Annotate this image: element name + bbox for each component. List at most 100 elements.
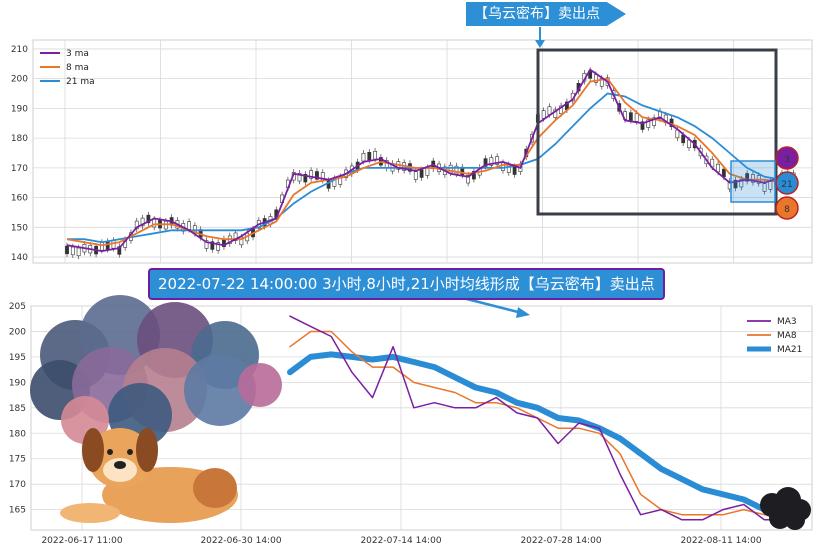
candle-body (646, 119, 651, 128)
bottom-y-tick-label: 200 (9, 327, 26, 337)
top-y-tick-label: 140 (11, 253, 28, 263)
top-y-tick-label: 210 (11, 45, 28, 55)
small-cloud-puff (769, 507, 791, 529)
bottom-y-tick-label: 190 (9, 378, 26, 388)
candle-body (547, 106, 552, 115)
candle-body (501, 162, 505, 171)
candle-body (739, 178, 744, 188)
dog-muzzle (103, 458, 137, 482)
candle-body (751, 174, 755, 183)
dog-ear-right (136, 428, 158, 472)
top-y-tick-label: 200 (11, 75, 28, 85)
candle-body (140, 217, 145, 227)
bottom-x-tick-label: 2022-06-17 11:00 (41, 536, 122, 546)
bottom-y-tick-label: 180 (9, 429, 26, 439)
candle-body (652, 117, 657, 126)
top-y-tick-label: 160 (11, 194, 28, 204)
candle-body (373, 151, 377, 160)
top-y-tick-label: 150 (11, 223, 28, 233)
candle-body (489, 157, 494, 166)
candle-body (146, 214, 151, 224)
candle-body (634, 113, 639, 122)
bottom-y-tick-label: 185 (9, 404, 26, 414)
dog-ear-left (82, 428, 104, 472)
bottom-y-tick-label: 165 (9, 506, 26, 516)
signal-window-box (536, 48, 778, 216)
candle-body (309, 170, 314, 179)
badge-ma3 (775, 146, 799, 170)
candle-body (559, 105, 564, 114)
signal-arrow-head (535, 40, 545, 48)
top-plot-frame (32, 39, 813, 264)
dog-eye-right (127, 449, 133, 455)
signal-arrow2-head (516, 307, 530, 318)
badge-label-ma3: 3 (784, 155, 790, 165)
small-cloud-illustration (760, 487, 811, 530)
candle-body (204, 240, 209, 249)
candle-body (105, 241, 110, 250)
cloud-puff (184, 354, 256, 426)
top-y-tick-label: 190 (11, 104, 28, 114)
candle-body (361, 152, 366, 162)
candle-body (553, 109, 558, 118)
bottom-legend-label: MA8 (777, 331, 797, 341)
sell-signal-banner: 【乌云密布】卖出点 (466, 2, 626, 26)
top-y-tick-label: 180 (11, 134, 28, 144)
top-y-tick-label: 170 (11, 164, 28, 174)
candle-body (733, 179, 738, 189)
candle-body (117, 246, 122, 255)
candle-body (65, 245, 69, 255)
bottom-x-tick-label: 2022-06-30 14:00 (200, 536, 281, 546)
dog-paws (60, 503, 120, 523)
candle-body (99, 242, 104, 251)
bottom-y-tick-label: 205 (9, 302, 26, 312)
bottom-y-tick-label: 170 (9, 480, 26, 490)
dog-nose (114, 461, 126, 469)
dog-eye-left (107, 449, 113, 455)
signal-zone-box (730, 160, 776, 203)
bottom-y-tick-label: 195 (9, 353, 26, 363)
candle-body (187, 221, 191, 230)
candle-body (315, 171, 319, 180)
signal-description-banner: 2022-07-22 14:00:00 3小时,8小时,21小时均线形成【乌云密… (148, 268, 665, 300)
top-legend-label: 3 ma (66, 49, 89, 59)
candle-body (216, 242, 221, 251)
bottom-x-tick-label: 2022-08-11 14:00 (680, 536, 761, 546)
candle-body (413, 171, 418, 180)
candle-body (512, 166, 517, 175)
candle-body (628, 112, 633, 121)
bottom-legend-label: MA21 (777, 345, 802, 355)
candle-body (745, 173, 750, 182)
cloud-puff (238, 363, 282, 407)
badge-label-ma8: 8 (784, 205, 790, 215)
bottom-y-tick-label: 175 (9, 455, 26, 465)
candle-body (483, 158, 488, 167)
bottom-x-tick-label: 2022-07-28 14:00 (520, 536, 601, 546)
top-legend-label: 8 ma (66, 63, 89, 73)
candle-body (233, 232, 238, 241)
candle-body (70, 246, 75, 256)
top-series-line-3ma (66, 68, 783, 253)
candle-body (541, 110, 546, 119)
top-legend-label: 21 ma (66, 77, 95, 87)
bottom-x-tick-label: 2022-07-14 14:00 (360, 536, 441, 546)
candle-body (111, 240, 116, 249)
bottom-series-line-MA3 (289, 315, 786, 521)
badge-ma8 (775, 196, 799, 220)
candle-body (303, 173, 308, 183)
candle-body (640, 121, 645, 130)
candle-body (495, 156, 500, 165)
dog-spot (193, 468, 237, 508)
candle-body (210, 241, 215, 250)
bottom-legend-label: MA3 (777, 317, 797, 327)
candle-body (419, 169, 424, 178)
bottom-series-line-MA21 (287, 351, 788, 518)
candle-body (472, 171, 476, 180)
candle-body (425, 167, 430, 176)
candle-body (297, 173, 302, 182)
candle-body (76, 247, 81, 257)
badge-ma21 (775, 171, 799, 195)
badge-label-ma21: 21 (781, 180, 792, 190)
candle-body (762, 183, 767, 192)
candle-body (367, 151, 372, 161)
